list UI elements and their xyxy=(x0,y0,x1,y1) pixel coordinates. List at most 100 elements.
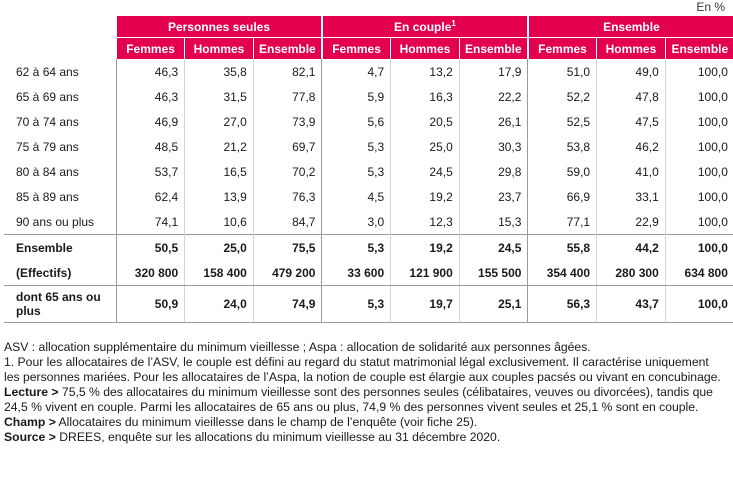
table-cell: 158 400 xyxy=(184,260,254,286)
table-cell: 53,8 xyxy=(527,134,597,159)
table-cell: 47,8 xyxy=(596,84,666,109)
table-cell: 100,0 xyxy=(664,285,733,323)
group-header-en-couple: En couple1 xyxy=(320,16,528,38)
footnote-1: 1. Pour les allocataires de l’ASV, le co… xyxy=(4,355,721,384)
table-cell: 22,9 xyxy=(596,209,666,235)
table-cell: 77,8 xyxy=(252,84,322,109)
table-cell: 48,5 xyxy=(115,134,185,159)
table-cell: 21,2 xyxy=(184,134,254,159)
row-label: 75 à 79 ans xyxy=(16,139,79,154)
table-cell: 41,0 xyxy=(596,159,666,184)
table-cell: 53,7 xyxy=(115,159,185,184)
lecture-label: Lecture > xyxy=(4,385,59,399)
champ-text: Allocataires du minimum vieillesse dans … xyxy=(55,415,478,429)
table-cell: 55,8 xyxy=(527,234,597,260)
table-cell: 24,5 xyxy=(390,159,460,184)
row-label: dont 65 ans ou plus xyxy=(4,285,116,323)
table-cell: 33,1 xyxy=(596,184,666,209)
table-cell: 62,4 xyxy=(115,184,185,209)
table-cell: 69,7 xyxy=(252,134,322,159)
table-cell: 29,8 xyxy=(458,159,528,184)
row-label: 90 ans ou plus xyxy=(16,214,95,229)
table-cell: 66,9 xyxy=(527,184,597,209)
table-cell: 31,5 xyxy=(184,84,254,109)
table-cell: 16,5 xyxy=(184,159,254,184)
table-cell: 70,2 xyxy=(252,159,322,184)
footnote-marker: 1 xyxy=(451,19,456,28)
table-cell: 19,7 xyxy=(390,285,460,323)
col-header-hommes: Hommes xyxy=(184,37,254,59)
table-cell: 100,0 xyxy=(664,159,733,184)
source-text: DREES, enquête sur les allocations du mi… xyxy=(55,430,501,444)
source-label: Source > xyxy=(4,430,56,444)
row-label: 65 à 69 ans xyxy=(16,89,79,104)
row-label: Ensemble xyxy=(4,234,116,260)
table-cell: 100,0 xyxy=(664,184,733,209)
champ-note: Champ > Allocataires du minimum vieilles… xyxy=(4,415,726,430)
table-cell: 46,2 xyxy=(596,134,666,159)
table-cell: 74,9 xyxy=(252,285,322,323)
table-cell: 26,1 xyxy=(458,109,528,134)
table-cell: 35,8 xyxy=(184,59,254,84)
table-row: 80 à 84 ans 53,7 16,5 70,2 5,3 24,5 29,8 59,0 41… xyxy=(4,159,733,184)
table-cell: 479 200 xyxy=(252,260,322,286)
table-cell: 121 900 xyxy=(390,260,460,286)
col-header-femmes: Femmes xyxy=(320,37,391,59)
table-cell: 25,0 xyxy=(390,134,460,159)
table-cell: 16,3 xyxy=(390,84,460,109)
row-label: 85 à 89 ans xyxy=(16,189,79,204)
table-cell: 47,5 xyxy=(596,109,666,134)
col-header-femmes: Femmes xyxy=(526,37,597,59)
table-cell: 24,0 xyxy=(184,285,254,323)
table-row: 85 à 89 ans 62,4 13,9 76,3 4,5 19,2 23,7 66,9 33… xyxy=(4,184,733,209)
table-cell: 10,6 xyxy=(184,209,254,235)
table-row: 75 à 79 ans 48,5 21,2 69,7 5,3 25,0 30,3 53,8 46… xyxy=(4,134,733,159)
table-cell: 30,3 xyxy=(458,134,528,159)
table-cell: 320 800 xyxy=(115,260,185,286)
table-cell: 52,5 xyxy=(527,109,597,134)
col-header-hommes: Hommes xyxy=(596,37,666,59)
row-label: 70 à 74 ans xyxy=(16,114,79,129)
row-label: (Effectifs) xyxy=(4,260,116,286)
table-cell: 100,0 xyxy=(664,234,733,260)
table-cell: 44,2 xyxy=(596,234,666,260)
champ-label: Champ > xyxy=(4,415,56,429)
table-cell: 100,0 xyxy=(664,84,733,109)
group-header-row: Personnes seules En couple1 Ensemble xyxy=(4,16,733,38)
table-cell: 46,3 xyxy=(115,59,185,84)
table-cell: 75,5 xyxy=(252,234,322,260)
table-cell: 19,2 xyxy=(390,234,460,260)
table-row: 65 à 69 ans 46,3 31,5 77,8 5,9 16,3 22,2 52,2 47… xyxy=(4,84,733,109)
table-body: 62 à 64 ans 46,3 35,8 82,1 4,7 13,2 17,9 51,0 49… xyxy=(4,59,733,323)
table-cell: 13,9 xyxy=(184,184,254,209)
corner-cell xyxy=(4,37,116,59)
table-cell: 4,5 xyxy=(321,184,391,209)
table-cell: 13,2 xyxy=(390,59,460,84)
table-cell: 5,3 xyxy=(321,134,391,159)
col-header-hommes: Hommes xyxy=(390,37,460,59)
col-header-femmes: Femmes xyxy=(115,37,185,59)
table-cell: 84,7 xyxy=(252,209,322,235)
table-cell: 56,3 xyxy=(527,285,597,323)
table-cell: 12,3 xyxy=(390,209,460,235)
table-cell: 155 500 xyxy=(458,260,528,286)
table-cell: 22,2 xyxy=(458,84,528,109)
table-cell: 50,5 xyxy=(115,234,185,260)
table-cell: 19,2 xyxy=(390,184,460,209)
table-cell: 76,3 xyxy=(252,184,322,209)
lecture-text: 75,5 % des allocataires du minimum vieil… xyxy=(4,385,713,414)
table-row: Ensemble 50,5 25,0 75,5 5,3 19,2 24,5 55,8 44,2 1… xyxy=(4,234,733,260)
table-cell: 25,0 xyxy=(184,234,254,260)
table-cell: 5,3 xyxy=(321,234,391,260)
row-label: 80 à 84 ans xyxy=(16,164,79,179)
notes-block: ASV : allocation supplémentaire du minim… xyxy=(4,340,726,445)
table-row: 90 ans ou plus 74,1 10,6 84,7 3,0 12,3 15,3 77,… xyxy=(4,209,733,235)
table-cell: 74,1 xyxy=(115,209,185,235)
table-cell: 33 600 xyxy=(321,260,391,286)
table-cell: 5,9 xyxy=(321,84,391,109)
table-row: 62 à 64 ans 46,3 35,8 82,1 4,7 13,2 17,9 51,0 49… xyxy=(4,59,733,84)
unit-label: En % xyxy=(696,0,725,14)
table-row: (Effectifs) 320 800 158 400 479 200 33 600 12… xyxy=(4,260,733,286)
lecture-note: Lecture > 75,5 % des allocataires du min… xyxy=(4,385,726,415)
